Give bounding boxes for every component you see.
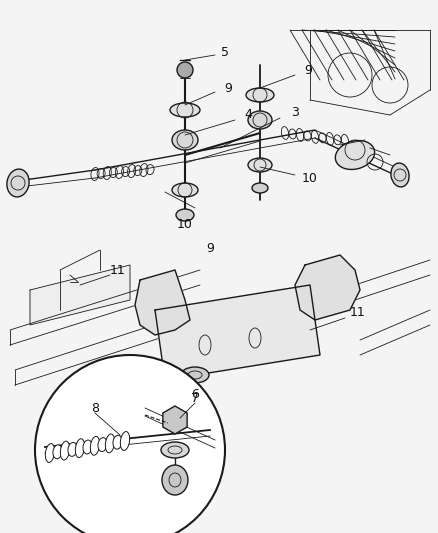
Text: 11: 11 [110, 263, 126, 277]
Ellipse shape [46, 443, 55, 463]
Ellipse shape [75, 439, 85, 458]
Ellipse shape [248, 111, 272, 129]
Text: 3: 3 [291, 106, 299, 118]
Ellipse shape [172, 183, 198, 197]
Text: 6: 6 [191, 389, 199, 401]
Ellipse shape [98, 438, 107, 451]
Ellipse shape [176, 209, 194, 221]
Ellipse shape [391, 163, 409, 187]
Ellipse shape [60, 441, 70, 460]
Text: 9: 9 [224, 82, 232, 94]
Ellipse shape [252, 183, 268, 193]
Ellipse shape [172, 130, 198, 150]
Polygon shape [30, 265, 130, 325]
Ellipse shape [7, 169, 29, 197]
Ellipse shape [181, 367, 209, 383]
Polygon shape [155, 285, 320, 380]
Text: 9: 9 [304, 63, 312, 77]
Ellipse shape [83, 440, 92, 454]
Ellipse shape [161, 442, 189, 458]
Text: 9: 9 [206, 241, 214, 254]
Ellipse shape [68, 442, 77, 456]
Ellipse shape [106, 434, 115, 453]
Ellipse shape [170, 103, 200, 117]
Ellipse shape [113, 435, 122, 449]
Polygon shape [135, 270, 190, 335]
Text: 7: 7 [191, 392, 199, 405]
Text: 11: 11 [350, 305, 366, 319]
Text: 4: 4 [244, 109, 252, 122]
Text: 8: 8 [91, 401, 99, 415]
Ellipse shape [248, 158, 272, 172]
Ellipse shape [90, 437, 100, 455]
Ellipse shape [162, 465, 188, 495]
Ellipse shape [336, 141, 374, 169]
Ellipse shape [246, 88, 274, 102]
Text: 5: 5 [221, 45, 229, 59]
Ellipse shape [53, 445, 62, 459]
Polygon shape [295, 255, 360, 320]
Polygon shape [163, 406, 187, 434]
Circle shape [35, 355, 225, 533]
Circle shape [177, 62, 193, 78]
Text: 10: 10 [177, 219, 193, 231]
Text: 10: 10 [302, 172, 318, 184]
Ellipse shape [120, 432, 130, 450]
